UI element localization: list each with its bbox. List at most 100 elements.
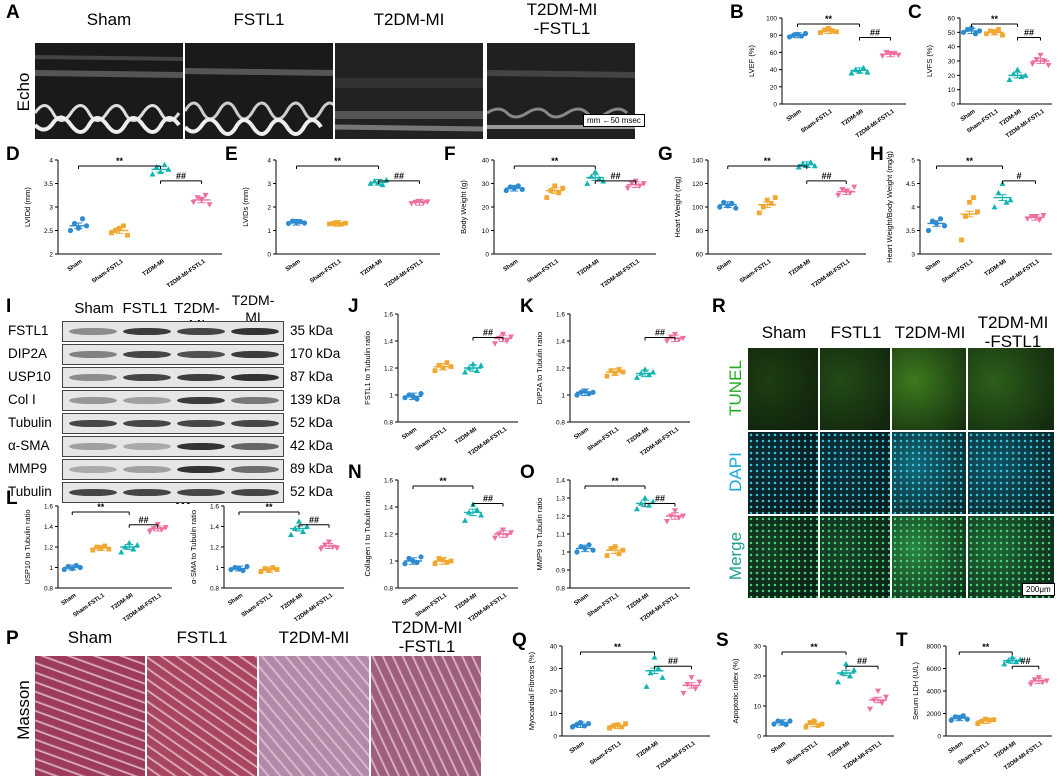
y-tick-label: 10 [948,87,956,94]
wb-band [231,442,279,451]
sig-label: ** [966,156,974,166]
y-tick-label: 1.2 [556,514,565,521]
category-label: Sham-FSTL1 [800,108,834,134]
data-point [676,515,682,521]
sig-label: ** [551,156,559,166]
data-point [418,554,424,560]
wb-band [69,488,117,497]
sig-label: ** [611,476,619,486]
panel-letter-i: I [6,296,12,317]
data-point [733,205,739,211]
y-tick-label: 0.8 [384,420,393,427]
data-point [895,52,902,58]
y-tick-label: 2 [49,252,53,259]
data-point [967,199,972,205]
y-axis-label: MMP9 to Tubulin ratio [535,498,544,571]
data-point [569,724,576,730]
panel-letter-t: T [896,630,908,651]
y-tick-label: 0 [757,734,761,741]
y-axis-label: Heart Weight (mg) [673,176,682,238]
data-point [162,525,169,531]
data-point [1007,196,1014,203]
wb-band [177,373,225,382]
sig-label: ## [176,171,186,181]
y-tick-label: 40 [550,644,558,651]
data-point [1001,661,1008,667]
y-tick-label: 1.4 [556,478,565,485]
data-point [680,690,687,697]
sig-label: ** [97,502,105,512]
y-tick-label: 50 [948,30,956,37]
data-point [304,523,310,529]
chart-h: 3 3.5 4 4.5 5 Heart Weight/Body Weight (mg/g)… [885,151,1052,290]
wb-band-row [62,390,284,411]
data-point [492,535,498,542]
data-point [584,180,591,186]
data-point [492,341,498,347]
y-tick-label: 1.6 [44,504,53,511]
y-tick-label: 4 [267,158,271,165]
data-point [544,195,550,200]
panel-letter-c: C [908,2,922,23]
category-label: Sham [503,259,520,273]
panel-letter-j: J [348,296,359,317]
panel-letter-o: O [520,462,535,483]
sig-label: ** [265,502,273,512]
data-point [1006,76,1013,83]
data-point [839,186,846,193]
wb-band [123,350,171,359]
data-point [1003,199,1010,205]
data-point [604,373,610,379]
data-point [406,555,412,561]
data-point [444,559,450,565]
wb-band [123,373,171,382]
data-point [94,544,100,550]
wb-band-row [62,459,284,480]
y-tick-label: 1.4 [384,339,393,346]
category-label: Sham [960,109,977,123]
y-axis-label: LVFS (%) [925,45,934,77]
y-tick-label: 80 [770,33,778,40]
y-tick-label: 20 [482,205,490,212]
echo-trace-fstl1 [185,43,333,139]
y-tick-label: 1.1 [556,532,565,539]
y-tick-label: 1.2 [44,545,53,552]
category-label: Sham [573,427,590,441]
data-point [851,667,857,673]
data-point [818,30,823,36]
data-point [783,722,789,728]
chart-g: 60 80 100 120 140 Heart Weight (mg) Sham Sham-F… [673,156,866,290]
data-point [988,28,993,34]
data-point [811,162,818,169]
category-label: T2DM-MI [626,427,650,446]
y-tick-label: 0 [937,734,941,741]
wb-kda-label: 89 kDa [290,461,333,476]
data-point [768,201,774,206]
tunel-header-fstl1: FSTL1 [830,323,882,342]
category-label: Sham [925,259,942,273]
y-axis-label: Apoptotic index (%) [731,658,740,724]
data-point [288,531,294,538]
data-point [991,717,997,723]
masson-header-fstl1: FSTL1 [176,628,228,647]
masson-row-label: Masson [14,680,33,740]
y-tick-label: 2000 [927,711,942,718]
data-point [647,670,654,676]
data-point [634,505,640,512]
data-point [628,181,635,187]
y-axis-label: Body Weight (g) [459,180,468,234]
sig-label: ** [764,156,772,166]
wb-band [123,465,171,474]
data-point [73,562,79,569]
data-point [596,175,603,182]
category-label: T2DM-MI-FSTL1 [166,258,207,289]
y-tick-label: 3.5 [44,181,53,188]
wb-band [231,373,279,382]
wb-kda-label: 87 kDa [290,369,333,384]
data-point [875,688,881,694]
data-point [436,555,442,561]
y-tick-label: 10 [754,704,762,711]
category-label: Sham [285,259,302,273]
category-label: T2DM-MI-FSTL1 [1005,108,1046,139]
